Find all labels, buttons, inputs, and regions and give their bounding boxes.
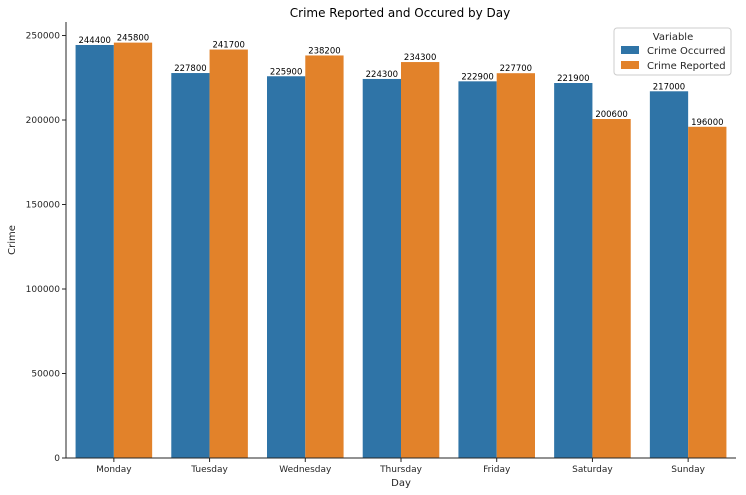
data-label-crime-reported-friday: 227700 bbox=[500, 64, 532, 74]
bar-crime-reported-thursday bbox=[401, 62, 440, 459]
legend-swatch-crime-occurred bbox=[621, 46, 639, 54]
y-tick-label-200000: 200000 bbox=[26, 116, 61, 126]
x-tick-label-friday: Friday bbox=[483, 465, 511, 475]
bar-crime-occurred-thursday bbox=[362, 78, 401, 458]
y-tick-label-250000: 250000 bbox=[26, 32, 61, 42]
x-tick-label-monday: Monday bbox=[96, 465, 132, 475]
x-axis-label: Day bbox=[391, 478, 411, 489]
y-tick-label-100000: 100000 bbox=[26, 285, 61, 295]
bar-crime-reported-tuesday bbox=[209, 49, 248, 459]
legend-label-crime-reported: Crime Reported bbox=[647, 61, 726, 72]
x-tick-label-sunday: Sunday bbox=[671, 465, 705, 475]
bar-crime-reported-wednesday bbox=[305, 55, 344, 459]
legend: Variable Crime Occurred Crime Reported bbox=[613, 27, 732, 76]
data-label-crime-reported-wednesday: 238200 bbox=[308, 46, 340, 56]
x-ticks-group: Monday Tuesday Wednesday Thursday Friday Satu… bbox=[96, 458, 706, 475]
legend-swatch-crime-reported bbox=[621, 61, 639, 69]
data-label-crime-reported-saturday: 200600 bbox=[595, 110, 627, 120]
bar-crime-occurred-saturday bbox=[554, 83, 593, 458]
bar-crime-occurred-wednesday bbox=[267, 76, 306, 458]
y-tick-label-150000: 150000 bbox=[26, 201, 61, 211]
bar-crime-occurred-tuesday bbox=[171, 73, 210, 458]
data-label-crime-occurred-tuesday: 227800 bbox=[174, 64, 206, 74]
data-label-crime-reported-sunday: 196000 bbox=[691, 118, 723, 128]
data-label-crime-occurred-monday: 244400 bbox=[78, 36, 110, 46]
data-label-crime-occurred-saturday: 221900 bbox=[557, 74, 589, 84]
bar-crime-occurred-monday bbox=[75, 44, 114, 458]
data-label-crime-reported-tuesday: 241700 bbox=[212, 41, 244, 51]
data-label-crime-occurred-friday: 222900 bbox=[461, 72, 493, 82]
y-axis-label: Crime bbox=[7, 225, 18, 255]
chart-title: Crime Reported and Occured by Day bbox=[290, 6, 510, 20]
y-ticks-group: 0 50000 100000 150000 200000 250000 bbox=[26, 32, 66, 464]
y-tick-label-0: 0 bbox=[54, 454, 60, 464]
bar-crime-occurred-friday bbox=[458, 81, 497, 458]
bar-crime-reported-friday bbox=[496, 73, 535, 458]
x-tick-label-wednesday: Wednesday bbox=[279, 465, 332, 475]
x-tick-label-tuesday: Tuesday bbox=[190, 465, 228, 475]
data-labels-group: 244400 245800 227800 241700 225900 238200 2243… bbox=[78, 34, 723, 128]
data-label-crime-occurred-thursday: 224300 bbox=[366, 70, 398, 80]
x-tick-label-saturday: Saturday bbox=[572, 465, 613, 475]
x-tick-label-thursday: Thursday bbox=[379, 465, 423, 475]
y-tick-label-50000: 50000 bbox=[31, 370, 60, 380]
data-label-crime-occurred-wednesday: 225900 bbox=[270, 67, 302, 77]
legend-title: Variable bbox=[653, 32, 694, 43]
data-label-crime-reported-thursday: 234300 bbox=[404, 53, 436, 63]
bars-group bbox=[75, 42, 727, 459]
bar-crime-reported-sunday bbox=[688, 126, 727, 458]
bar-crime-reported-saturday bbox=[592, 119, 631, 458]
bar-crime-occurred-sunday bbox=[649, 91, 689, 458]
data-label-crime-occurred-sunday: 217000 bbox=[653, 82, 685, 92]
data-label-crime-reported-monday: 245800 bbox=[117, 34, 149, 44]
bar-crime-reported-monday bbox=[113, 42, 153, 459]
legend-label-crime-occurred: Crime Occurred bbox=[647, 46, 725, 57]
legend-frame bbox=[613, 27, 732, 76]
